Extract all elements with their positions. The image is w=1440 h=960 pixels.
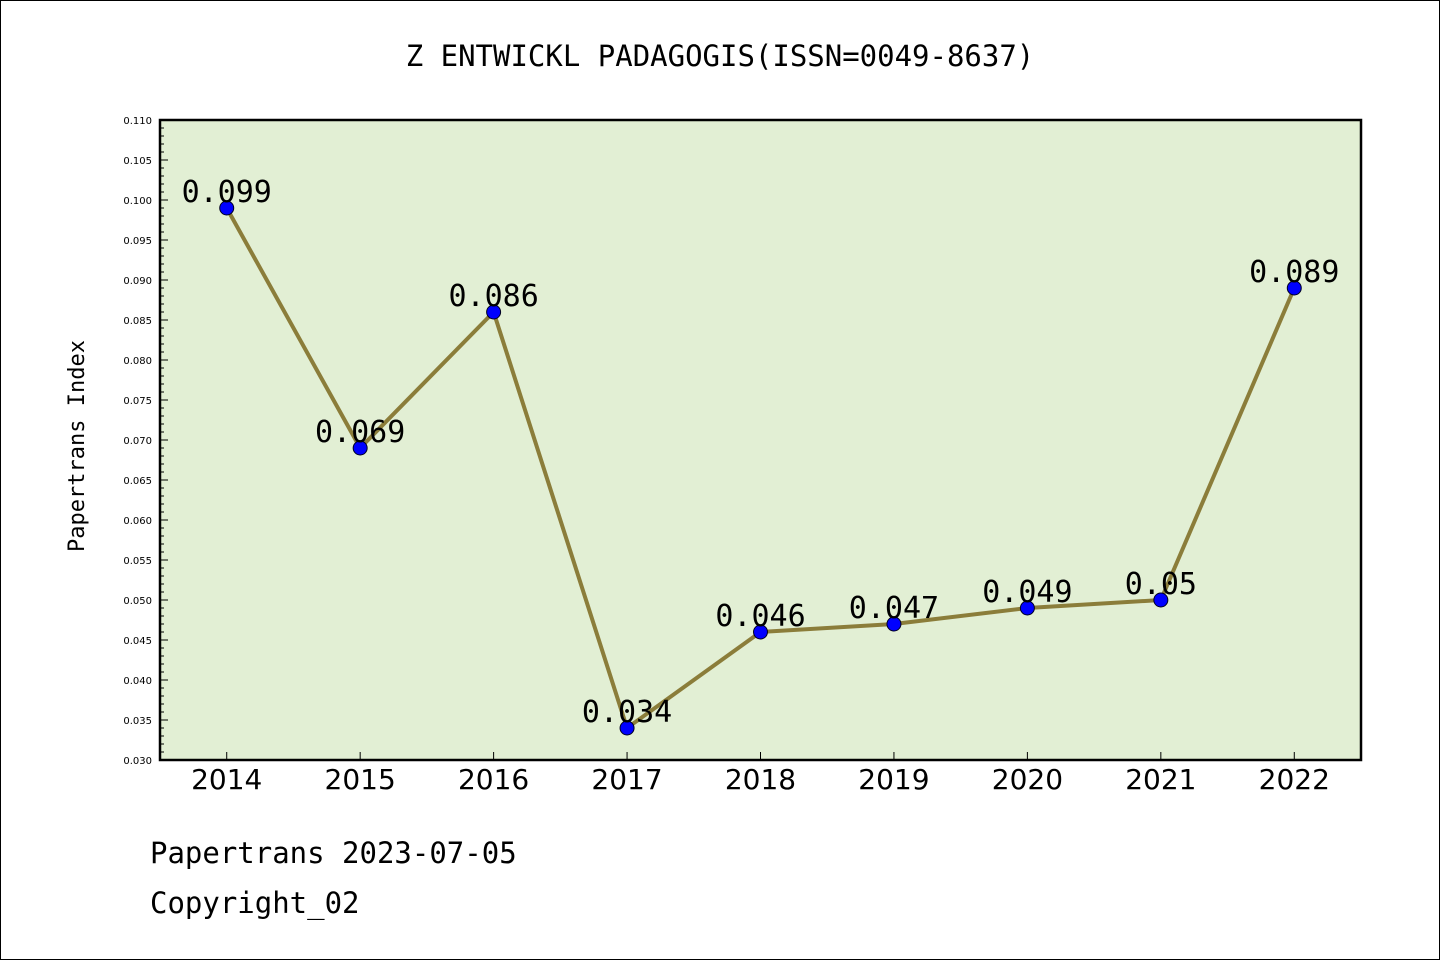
x-tick-label: 2022 [1259, 763, 1330, 796]
data-point [486, 304, 502, 320]
x-tick-label: 2019 [858, 763, 929, 796]
y-tick-label: 0.055 [123, 556, 152, 567]
data-point [219, 200, 235, 216]
data-point [1153, 592, 1169, 608]
x-tick-label: 2017 [591, 763, 662, 796]
footer-copyright: Copyright_02 [150, 886, 360, 920]
data-point [619, 720, 635, 736]
plot-area [160, 120, 1361, 760]
x-tick-label: 2016 [458, 763, 529, 796]
y-tick-label: 0.100 [123, 196, 152, 207]
plot-border [158, 118, 1363, 762]
series-markers [219, 200, 1302, 736]
data-labels: 0.099 0.069 0.086 0.034 0.046 0.047 0.049 0.05 0… [182, 175, 1340, 730]
y-tick-label: 0.080 [123, 356, 152, 367]
chart-title: Z ENTWICKL PADAGOGIS(ISSN=0049-8637) [406, 39, 1035, 73]
x-tick-label: 2021 [1125, 763, 1196, 796]
y-tick-label: 0.040 [123, 676, 152, 687]
data-point [352, 440, 368, 456]
data-label: 0.089 [1249, 255, 1339, 290]
x-axis: 2014 2015 2016 2017 2018 2019 2020 2021 2022 [191, 752, 1330, 796]
data-point [1019, 600, 1035, 616]
x-tick-label: 2018 [725, 763, 796, 796]
data-label: 0.046 [715, 599, 805, 634]
y-tick-label: 0.060 [123, 516, 152, 527]
y-tick-label: 0.070 [123, 436, 152, 447]
data-label: 0.047 [849, 591, 939, 626]
y-tick-label: 0.085 [123, 316, 152, 327]
y-tick-label: 0.110 [123, 116, 152, 127]
y-tick-label: 0.105 [123, 156, 152, 167]
footer-date: Papertrans 2023-07-05 [150, 836, 517, 870]
y-tick-label: 0.065 [123, 476, 152, 487]
data-label: 0.034 [582, 695, 672, 730]
data-point [886, 616, 902, 632]
y-axis: 0.030 0.035 0.040 0.045 0.050 0.055 0.060 0.065… [123, 116, 168, 767]
y-axis-label: Papertrans Index [65, 340, 90, 552]
y-tick-label: 0.090 [123, 276, 152, 287]
x-tick-label: 2015 [325, 763, 396, 796]
data-label: 0.069 [315, 415, 405, 450]
y-tick-label: 0.045 [123, 636, 152, 647]
x-tick-label: 2014 [191, 763, 262, 796]
x-tick-label: 2020 [992, 763, 1063, 796]
data-label: 0.049 [982, 575, 1072, 610]
y-tick-label: 0.075 [123, 396, 152, 407]
data-label: 0.086 [448, 279, 538, 314]
data-label: 0.099 [182, 175, 272, 210]
y-tick-label: 0.030 [123, 756, 152, 767]
data-label: 0.05 [1125, 567, 1197, 602]
y-tick-label: 0.095 [123, 236, 152, 247]
y-tick-label: 0.035 [123, 716, 152, 727]
y-tick-label: 0.050 [123, 596, 152, 607]
data-point [1286, 280, 1302, 296]
data-point [753, 624, 768, 640]
